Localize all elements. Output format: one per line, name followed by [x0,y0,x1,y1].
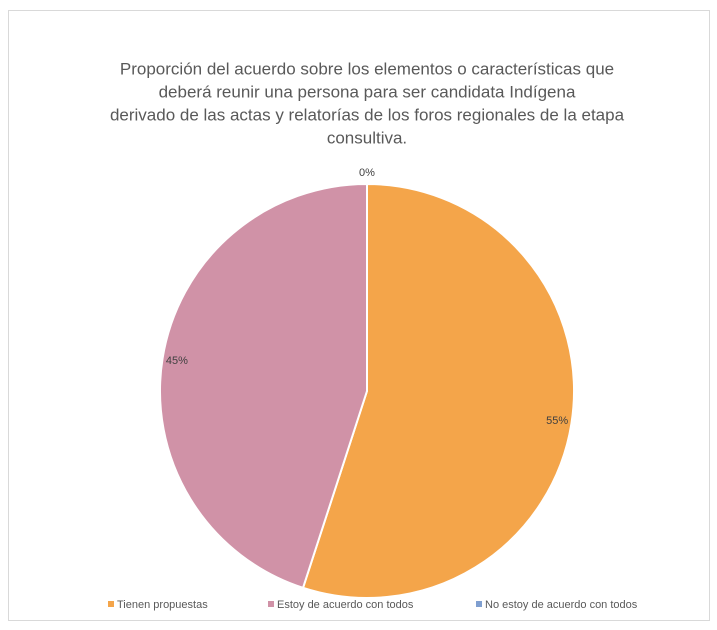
chart-title: Proporción del acuerdo sobre los element… [120,59,614,78]
legend-swatch [476,601,482,607]
legend-label: Estoy de acuerdo con todos [277,599,414,611]
pie-slice [301,182,575,599]
legend-label: Tienen propuestas [117,599,208,611]
data-label: 45% [166,355,188,367]
chart-title: consultiva. [327,128,407,147]
legend-swatch [108,601,114,607]
data-label: 0% [359,167,375,179]
chart-title: deberá reunir una persona para ser candi… [159,82,576,101]
chart-title: derivado de las actas y relatorías de lo… [110,105,625,124]
data-label: 55% [546,415,568,427]
pie-slice [159,182,368,590]
legend-swatch [268,601,274,607]
legend-label: No estoy de acuerdo con todos [485,599,638,611]
